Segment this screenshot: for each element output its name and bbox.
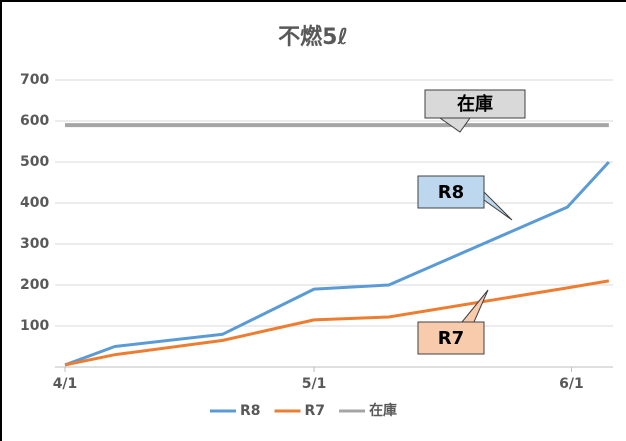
y-tick-label: 300 <box>20 236 49 252</box>
legend-label: 在庫 <box>369 402 397 419</box>
series-line <box>64 160 610 367</box>
y-tick-label: 600 <box>20 113 49 129</box>
callout-label: 在庫 <box>457 93 493 115</box>
callout-label: R8 <box>438 182 464 203</box>
y-tick-label: 700 <box>20 72 49 88</box>
callout-label: R7 <box>438 328 464 349</box>
callout-box <box>424 89 526 119</box>
chart-title: 不燃5ℓ <box>278 24 348 50</box>
x-tick-label: 6/1 <box>559 376 584 392</box>
y-tick-label: 200 <box>20 277 49 293</box>
legend-label: R7 <box>305 403 326 419</box>
y-tick-label: 100 <box>20 318 49 334</box>
series-line <box>64 279 610 367</box>
y-tick-label: 500 <box>20 154 49 170</box>
y-tick-label: 400 <box>20 195 49 211</box>
callout-box <box>417 321 485 355</box>
x-tick-label: 5/1 <box>302 376 327 392</box>
x-tick-label: 4/1 <box>53 376 78 392</box>
legend-label: R8 <box>240 403 261 419</box>
callout-box <box>417 175 485 209</box>
